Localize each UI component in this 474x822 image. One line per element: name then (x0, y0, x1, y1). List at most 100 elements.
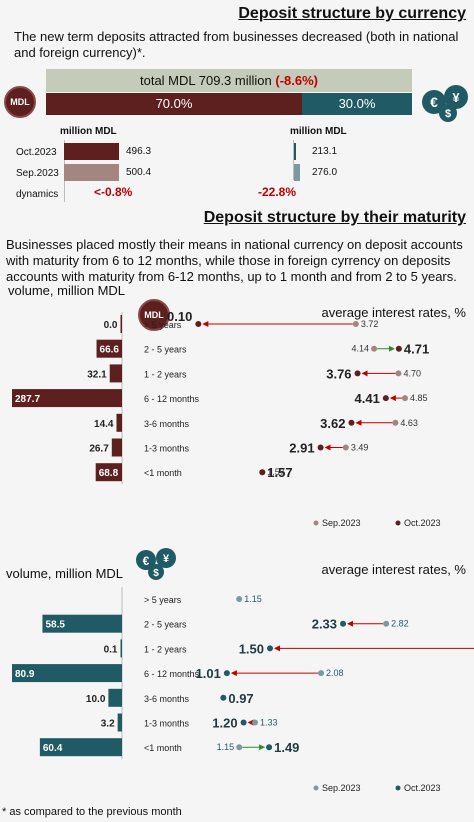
volume-bar (96, 339, 122, 358)
fx-volume-title: volume, million MDL (6, 566, 124, 581)
oct-point (354, 370, 361, 377)
mini-unit-fx: million MDL (290, 126, 347, 137)
section-title-currency: Deposit structure by currency (238, 5, 466, 22)
volume-bar (120, 315, 122, 333)
total-text: total MDL 709.3 million (140, 73, 276, 88)
svg-text:€: € (143, 554, 150, 568)
oct-label: 2.33 (312, 617, 337, 632)
volume-label: 14.4 (94, 419, 114, 430)
sep-label: 3.49 (351, 443, 369, 453)
mini-dynamics-mdl: <-0.8% (94, 185, 133, 199)
intro-currency: The new term deposits attracted from bus… (14, 29, 459, 60)
sep-label: 3.72 (361, 319, 379, 329)
footnote: * as compared to the previous month (2, 806, 182, 818)
category-label: <1 month (144, 468, 182, 478)
oct-label: 3.62 (320, 416, 345, 431)
category-label: 6 - 12 months (144, 669, 200, 679)
sep-point (342, 444, 349, 451)
sep-label: 1.15 (244, 594, 262, 604)
volume-bar (111, 438, 122, 457)
oct-label: 0.97 (228, 691, 253, 706)
sep-label: 1.15 (217, 742, 235, 752)
volume-bar (42, 614, 123, 633)
sep-label: 2.82 (391, 619, 409, 629)
sep-label: 2.08 (326, 668, 344, 678)
oct-point (267, 645, 273, 652)
oct-label: 1.01 (196, 666, 221, 681)
volume-bar (12, 389, 122, 408)
category-label: 2 - 5 years (144, 345, 187, 355)
mini-axis-fx (293, 140, 294, 180)
mini-value-mdl-oct: 496.3 (126, 146, 152, 157)
category-label: 1 - 2 years (144, 369, 187, 379)
oct-label: 4.41 (355, 391, 380, 406)
category-label: > 5 years (144, 320, 182, 330)
section-title-maturity: Deposit structure by their maturity (203, 209, 466, 226)
mini-bar-mdl-sep (64, 164, 120, 181)
volume-bar (117, 713, 122, 732)
sep-point (395, 370, 402, 377)
category-label: 1-3 months (144, 719, 190, 729)
fx-rates-title: average interest rates, % (321, 562, 466, 577)
oct-label: 1.57 (267, 465, 292, 480)
legend-oct-label: Oct.2023 (404, 783, 441, 793)
mini-value-mdl-sep: 500.4 (126, 167, 152, 178)
volume-bar (116, 413, 122, 432)
sep-point (352, 321, 359, 327)
sep-label: 4.14 (352, 344, 370, 354)
sep-label: 4.63 (400, 418, 418, 428)
sep-point (383, 620, 390, 627)
mini-row-sep: Sep.2023 (16, 168, 59, 179)
oct-label: 2.91 (289, 441, 314, 456)
mdl-maturity-chart: > 5 years 0.0 3.72 0.10 2 - 5 years 66.6 4.14 4… (12, 310, 441, 528)
volume-bar (95, 463, 122, 482)
category-label: 1 - 2 years (144, 644, 187, 654)
volume-bar (109, 364, 122, 383)
legend-sep-marker (313, 785, 319, 791)
legend-oct-marker (395, 785, 401, 791)
currency-coins-icon-2: € ¥ $ (136, 548, 176, 580)
mini-row-oct: Oct.2023 (16, 147, 57, 158)
oct-point (223, 670, 230, 677)
oct-label: 1.50 (239, 641, 264, 656)
volume-label: 10.0 (86, 694, 106, 705)
oct-point (240, 719, 247, 726)
sep-point (252, 719, 259, 726)
total-band: total MDL 709.3 million (-8.6%) (46, 69, 412, 92)
svg-text:$: $ (153, 568, 159, 579)
share-mdl-bar: 70.0% (46, 93, 302, 115)
oct-point (317, 444, 324, 451)
volume-label: 3.2 (101, 719, 115, 730)
oct-point (220, 694, 227, 701)
volume-label: 0.0 (104, 320, 118, 331)
volume-label: 58.5 (45, 620, 65, 631)
sep-point (392, 419, 399, 426)
volume-bar (39, 738, 122, 757)
mdl-volume-title: volume, million MDL (8, 283, 126, 298)
category-label: > 5 years (144, 595, 182, 605)
legend-sep-label: Sep.2023 (322, 783, 361, 793)
oct-point (195, 321, 202, 327)
fx-maturity-chart: > 5 years 1.15 2 - 5 years 58.5 2.82 2.33 1 - … (12, 587, 474, 793)
legend-sep-marker (313, 520, 319, 526)
svg-text:¥: ¥ (163, 553, 170, 565)
volume-label: 80.9 (15, 669, 35, 680)
oct-point (382, 395, 389, 402)
oct-point (266, 744, 273, 751)
volume-bar (108, 688, 122, 707)
volume-label: 32.1 (87, 369, 107, 380)
category-label: 3-6 months (144, 694, 190, 704)
volume-bar (120, 639, 122, 658)
legend-oct-label: Oct.2023 (404, 518, 441, 528)
sep-point (318, 670, 325, 677)
intro-maturity: Businesses placed mostly their means in … (6, 237, 463, 284)
category-label: 2 - 5 years (144, 620, 187, 630)
mdl-badge-icon-2: MDL (138, 299, 170, 331)
volume-label: 60.4 (43, 743, 63, 754)
sep-label: 4.85 (410, 393, 428, 403)
oct-point (259, 469, 266, 476)
volume-label: 0.1 (104, 644, 118, 655)
mini-bar-mdl-oct (64, 143, 119, 160)
oct-label: 3.76 (326, 366, 351, 381)
mini-value-fx-oct: 213.1 (312, 146, 338, 157)
